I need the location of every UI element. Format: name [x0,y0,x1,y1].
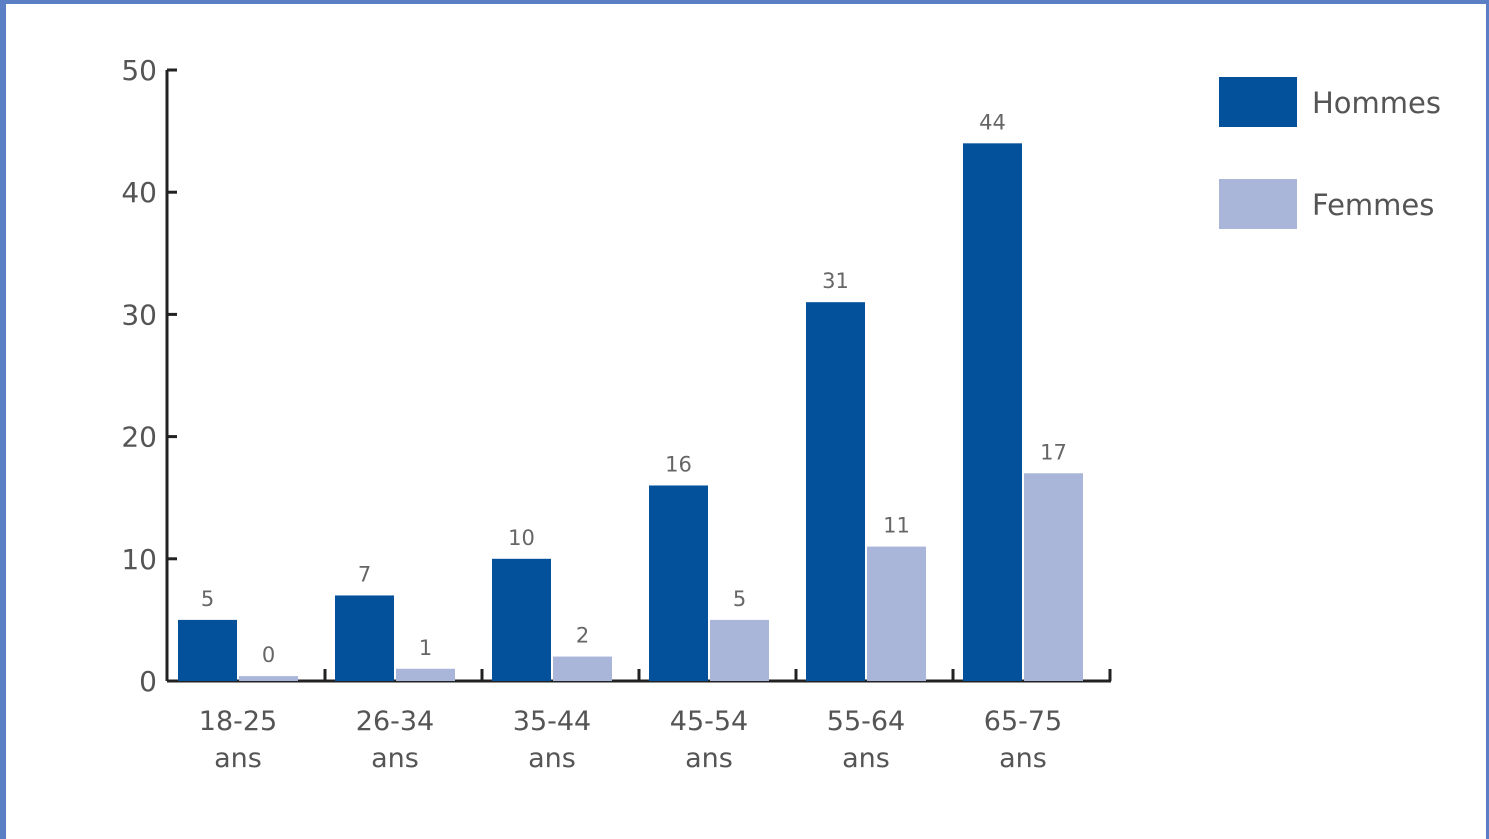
y-tick-label: 10 [121,543,157,576]
bar [396,668,455,681]
bar [1024,473,1083,681]
legend-swatch [1219,77,1297,127]
x-category-label: 18-25 [199,706,277,737]
x-category-label: 35-44 [513,706,591,737]
x-category-label: 65-75 [984,706,1062,737]
y-tick-label: 40 [121,176,157,209]
x-category-label: 55-64 [827,706,905,737]
y-tick-label: 0 [139,665,157,698]
bar [239,676,298,681]
data-label: 0 [262,643,275,667]
data-labels: 5 7 10 16 31 44 0 1 2 5 11 17 [201,110,1067,667]
data-label: 11 [883,514,910,538]
legend: Hommes Femmes [1219,77,1441,229]
legend-swatch [1219,179,1297,229]
data-label: 5 [733,587,746,611]
bar [806,302,865,681]
bar [492,558,551,681]
axes: 0102030405018-25ans26-34ans35-44ans45-54… [121,54,1112,774]
data-label: 1 [419,636,432,660]
x-category-label: ans [528,743,576,774]
data-label: 44 [979,110,1006,134]
x-category-label: ans [999,743,1047,774]
x-category-label: ans [214,743,262,774]
data-label: 7 [358,562,371,586]
x-category-label: ans [685,743,733,774]
y-tick-label: 50 [121,54,157,87]
bars [178,143,1083,681]
data-label: 10 [508,526,535,550]
bar [649,485,708,681]
data-label: 31 [822,269,849,293]
y-tick-label: 20 [121,421,157,454]
x-category-label: ans [371,743,419,774]
data-label: 16 [665,452,692,476]
x-category-label: ans [842,743,890,774]
legend-label: Femmes [1312,188,1434,222]
y-tick-label: 30 [121,298,157,331]
bar [178,619,237,681]
bar [553,656,612,681]
bar [710,619,769,681]
data-label: 2 [576,624,589,648]
data-label: 17 [1040,440,1067,464]
legend-label: Hommes [1312,86,1441,120]
x-category-label: 45-54 [670,706,748,737]
bar [335,595,394,681]
bar [963,143,1022,681]
bar [867,546,926,681]
x-category-label: 26-34 [356,706,434,737]
data-label: 5 [201,587,214,611]
